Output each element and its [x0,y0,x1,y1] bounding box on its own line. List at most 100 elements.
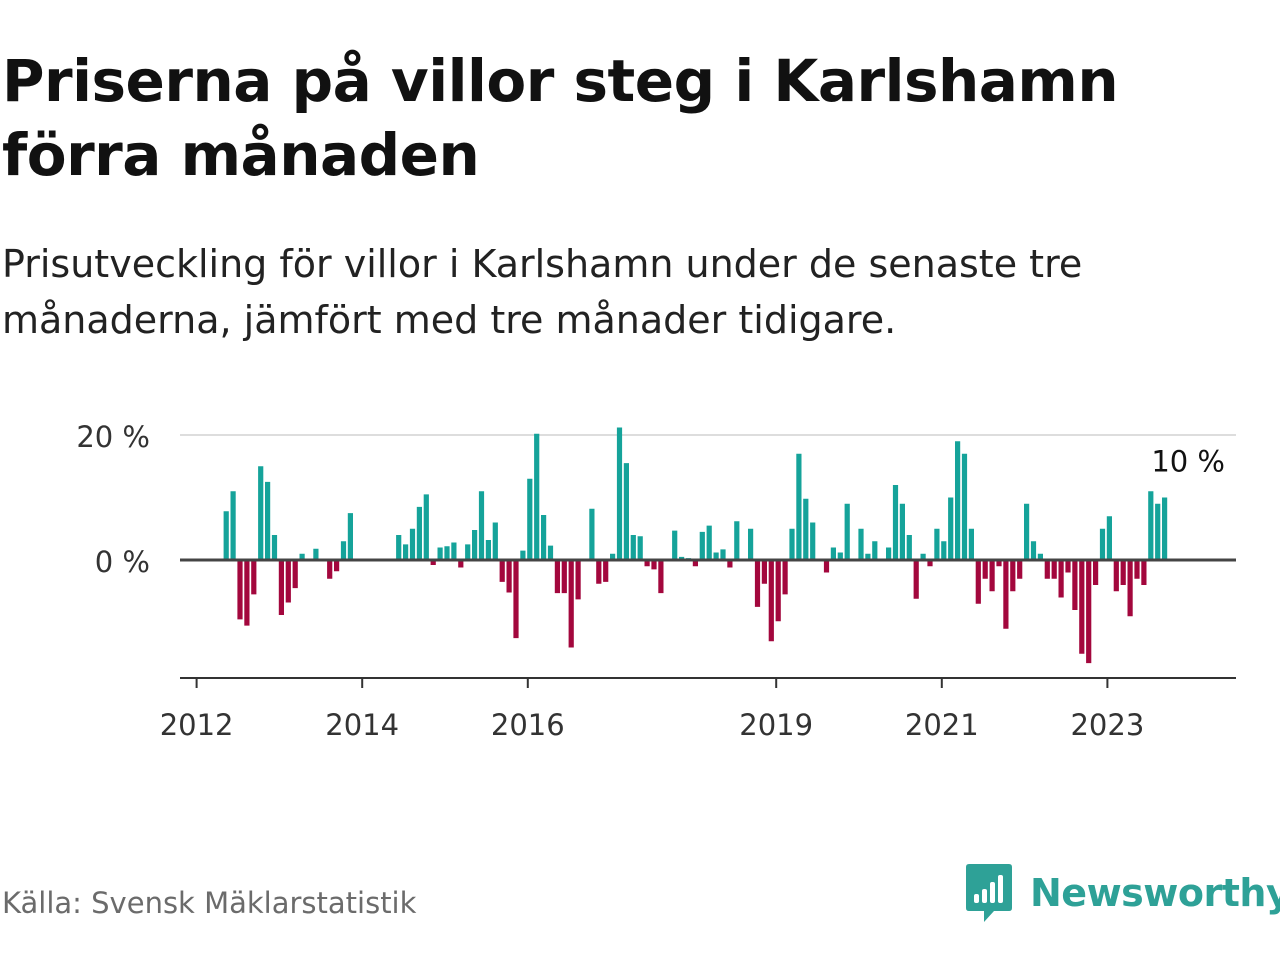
bar [961,453,968,560]
bar [1072,560,1078,610]
bar [506,560,512,593]
bar [610,553,616,560]
bar [830,547,836,560]
bar [679,556,685,560]
bar [258,466,264,560]
y-tick-label: 20 % [76,420,150,454]
bar [913,560,919,599]
bar [575,560,581,600]
bar [416,506,422,560]
bar [527,478,533,560]
bar [920,553,926,560]
axis-layer: 2012 2014 2016 2019 2021 2023 10 % [160,445,1236,742]
bar [520,550,526,560]
bar [699,531,705,560]
bar [892,485,899,560]
bar [982,560,988,579]
bar [720,549,726,560]
bar [403,544,409,560]
x-tick-label: 2023 [1070,708,1144,742]
bar [1099,528,1106,560]
bar [430,560,436,565]
bar [465,544,471,560]
bar [1058,560,1064,598]
bar [1162,497,1168,560]
bar [872,541,878,560]
grid-layer: 0 % 20 % [76,420,1236,579]
x-tick-label: 2016 [491,708,565,742]
bar [223,511,229,560]
newsworthy-logo-icon [966,864,1012,922]
bar [1106,516,1112,560]
bar [844,503,850,560]
x-tick-label: 2012 [160,708,234,742]
bar [858,528,864,560]
bar [437,547,443,560]
bar [513,560,519,639]
source-note: Källa: Svensk Mäklarstatistik [2,886,417,920]
bar [948,497,954,560]
bar [334,560,340,572]
bar [347,513,353,560]
bar [837,552,843,560]
bar [313,548,319,560]
bar-chart: 0 % 20 % 2012 2014 2016 2019 2021 2023 10 % [76,420,1236,742]
bar [1003,560,1009,629]
bar [1113,560,1119,592]
chart-subtitle: Prisutveckling för villor i Karlshamn un… [2,242,1083,342]
bar [651,560,657,570]
bar [996,560,1002,567]
bar [271,535,278,560]
bar [1065,560,1071,573]
x-tick-label: 2019 [739,708,813,742]
bar [589,508,595,560]
bar [568,560,574,648]
bar [285,560,291,603]
bar [1030,541,1037,560]
bar [754,560,761,607]
bar [458,560,464,568]
bar [1134,560,1140,579]
bar [299,553,305,560]
bar [1044,560,1050,579]
bar [327,560,333,579]
y-tick-label: 0 % [95,545,150,579]
bar [748,528,754,560]
bar [927,560,933,567]
bar [478,491,485,560]
bar [1141,560,1147,585]
brand-logo[interactable]: Newsworthy [964,862,1280,924]
bar [1024,503,1030,560]
bar [810,522,816,560]
bar [1037,553,1043,560]
bar [1086,560,1092,664]
bar [989,560,995,592]
bar [1127,560,1133,617]
bar [637,536,643,560]
bar [968,528,974,560]
bar [865,553,871,560]
bars-layer [223,427,1168,664]
bar [796,453,802,560]
bar [603,560,609,582]
bar [789,528,795,560]
bar [672,530,678,560]
bar [547,545,554,560]
bar [409,528,416,560]
bar [1051,560,1057,579]
bar [658,560,664,594]
bar [630,535,636,560]
brand-name: Newsworthy [1030,871,1280,915]
x-tick-label: 2021 [905,708,979,742]
bar [713,552,719,560]
bar [492,522,498,560]
bar [444,546,450,560]
bar [554,560,560,594]
bar [244,560,250,626]
bar [616,427,623,560]
bar [251,560,257,595]
bar [499,560,505,582]
bar [727,560,733,568]
bar [1148,491,1154,560]
bar [534,433,540,560]
